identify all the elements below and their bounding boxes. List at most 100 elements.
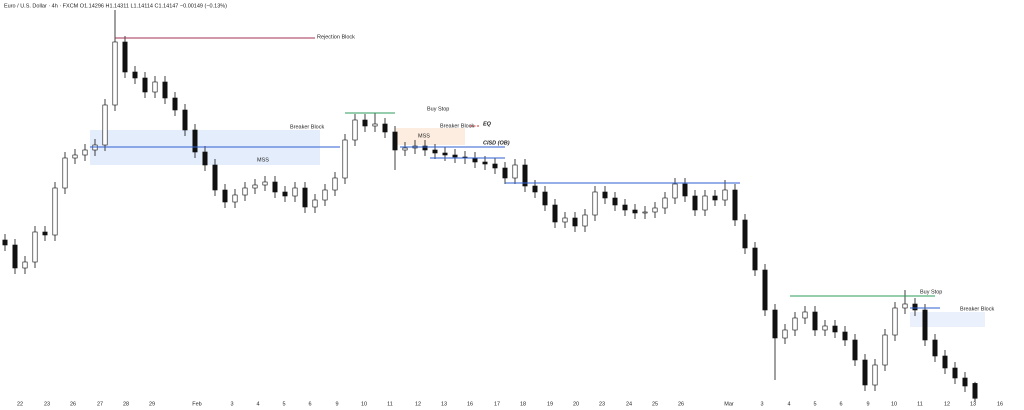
- annotation-label: EQ: [483, 121, 492, 127]
- candle-body: [512, 164, 518, 179]
- candle-body: [572, 217, 578, 227]
- candle-body: [582, 214, 588, 227]
- candle-body: [372, 123, 378, 127]
- candle-body: [292, 187, 298, 197]
- annotation-label: Breaker Block: [290, 124, 324, 130]
- x-tick-label: 6: [839, 401, 842, 407]
- x-tick-label: 26: [678, 401, 684, 407]
- candle-body: [542, 191, 548, 206]
- candle-body: [702, 195, 708, 211]
- annotation-label: Breaker Block: [960, 306, 994, 312]
- candle-body: [152, 81, 158, 93]
- candle-body: [652, 207, 658, 213]
- candle-body: [302, 187, 308, 208]
- candle-body: [632, 209, 638, 214]
- candle-body: [62, 157, 68, 189]
- candle-body: [782, 329, 788, 339]
- candle-body: [862, 359, 868, 386]
- candle-body: [642, 211, 648, 214]
- candle-body: [362, 119, 368, 127]
- candle-body: [602, 191, 608, 199]
- candle-body: [162, 81, 168, 99]
- candle-body: [842, 331, 848, 341]
- candle-body: [192, 129, 198, 153]
- x-tick-label: 22: [17, 401, 23, 407]
- candle-body: [762, 269, 768, 311]
- annotation-label: Buy Stop: [427, 106, 449, 112]
- x-tick-label: 6: [308, 401, 311, 407]
- candle-body: [752, 247, 758, 271]
- candle-body: [312, 199, 318, 208]
- candle-body: [262, 181, 268, 186]
- candle-body: [2, 239, 8, 246]
- candle-body: [332, 177, 338, 191]
- x-tick-label: 16: [467, 401, 473, 407]
- candle-body: [712, 195, 718, 201]
- candle-body: [772, 309, 778, 339]
- candle-body: [672, 183, 678, 199]
- candle-body: [352, 119, 358, 141]
- x-tick-label: 10: [361, 401, 367, 407]
- x-tick-label: 11: [387, 401, 393, 407]
- candle-body: [962, 377, 968, 387]
- candle-body: [852, 339, 858, 361]
- candle-body: [732, 189, 738, 221]
- candle-body: [682, 183, 688, 197]
- candle-body: [472, 157, 478, 163]
- candle-body: [912, 303, 918, 311]
- candle-body: [12, 244, 18, 269]
- candle-body: [822, 325, 828, 331]
- x-tick-label: 28: [123, 401, 129, 407]
- candle-body: [402, 147, 408, 151]
- x-tick-label: 5: [813, 401, 816, 407]
- x-tick-label: 12: [415, 401, 421, 407]
- x-tick-label: 13: [441, 401, 447, 407]
- candle-body: [722, 189, 728, 201]
- candle-body: [212, 164, 218, 191]
- candle-body: [812, 311, 818, 331]
- zone-box: [910, 312, 985, 327]
- candle-body: [532, 185, 538, 193]
- annotation-label: MSS: [257, 157, 269, 163]
- candle-body: [142, 77, 148, 93]
- candle-body: [52, 187, 58, 236]
- candle-body: [22, 261, 28, 269]
- candle-body: [392, 131, 398, 151]
- candle-body: [452, 154, 458, 158]
- candle-body: [102, 104, 108, 146]
- x-tick-label: 25: [652, 401, 658, 407]
- candle-body: [112, 41, 118, 106]
- candle-body: [222, 189, 228, 203]
- candle-body: [172, 97, 178, 111]
- x-tick-label: 17: [494, 401, 500, 407]
- annotation-label: MSS: [418, 133, 430, 139]
- annotation-label: Buy Stop: [920, 289, 942, 295]
- candle-body: [252, 184, 258, 189]
- candle-body: [892, 307, 898, 336]
- x-tick-label: 9: [335, 401, 338, 407]
- x-tick-label: 3: [230, 401, 233, 407]
- candle-body: [72, 154, 78, 159]
- candle-body: [202, 151, 208, 166]
- x-tick-label: 13: [970, 401, 976, 407]
- candle-body: [132, 71, 138, 79]
- candle-body: [592, 191, 598, 216]
- chart-title: Euro / U.S. Dollar · 4h · FXCM O1.14296 …: [4, 3, 227, 9]
- candle-body: [342, 139, 348, 179]
- candle-body: [432, 149, 438, 154]
- x-tick-label: 4: [256, 401, 259, 407]
- candle-body: [272, 181, 278, 193]
- candle-body: [742, 219, 748, 249]
- candle-body: [382, 123, 388, 133]
- annotation-label: Breaker Block: [440, 123, 474, 129]
- candle-body: [482, 161, 488, 165]
- candle-body: [792, 317, 798, 331]
- candle-body: [442, 152, 448, 156]
- x-tick-label: 9: [866, 401, 869, 407]
- annotation-label: Rejection Block: [317, 34, 355, 40]
- x-tick-label: 24: [626, 401, 632, 407]
- x-tick-label: 23: [44, 401, 50, 407]
- candle-body: [182, 109, 188, 131]
